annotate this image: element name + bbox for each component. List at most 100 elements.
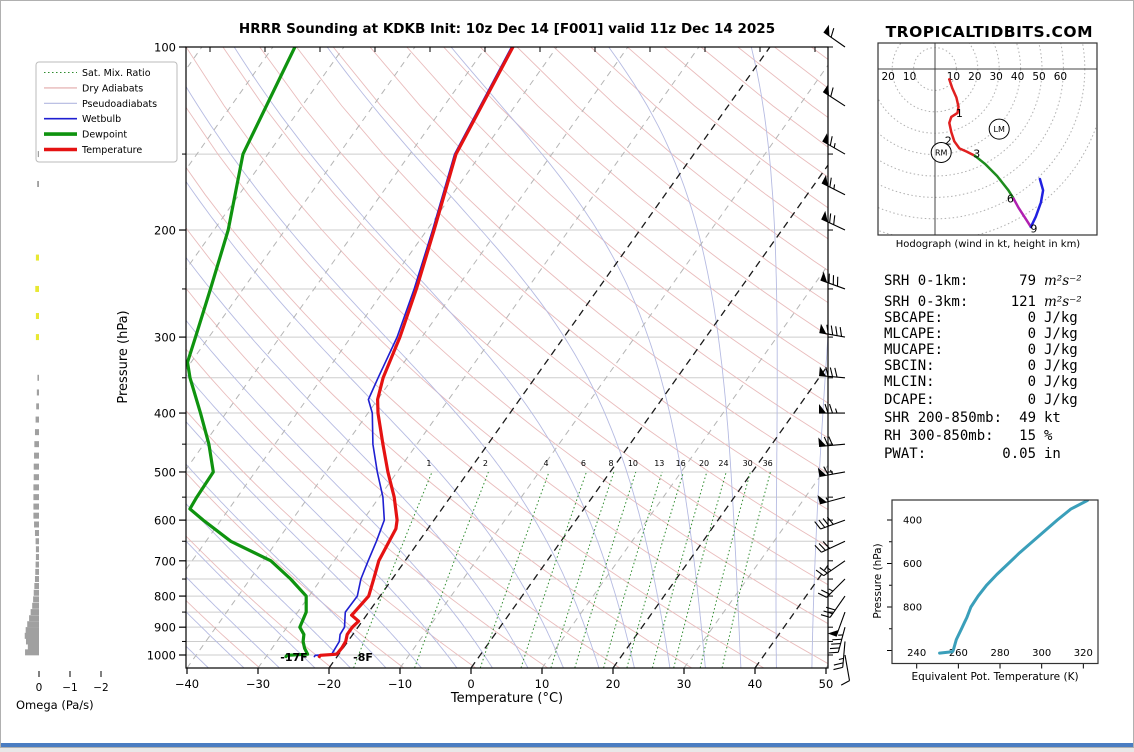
omega-bar-highlight: [36, 313, 39, 319]
theta-e-curve-group: [940, 500, 1088, 653]
page-title: HRRR Sounding at KDKB Init: 10z Dec 14 […: [239, 21, 775, 37]
omega-bar: [36, 546, 39, 552]
wind-barb-full: [816, 570, 824, 576]
omega-bar: [36, 562, 39, 568]
wind-barb: [841, 655, 849, 685]
mixing-ratio-label: 30: [743, 459, 753, 468]
hodograph-ring-label: 50: [1032, 71, 1045, 83]
theta-e-x-tick-label: 240: [907, 648, 926, 659]
pressure-tick-label: 600: [154, 514, 176, 528]
index-unit: J/kg: [1044, 392, 1078, 408]
wind-barb-full: [830, 367, 832, 376]
mixing-ratio-line: [722, 472, 770, 668]
isotherm-line: [187, 47, 628, 668]
index-unit: m²s⁻²: [1044, 294, 1082, 310]
index-value: 49: [1019, 410, 1036, 426]
mixing-ratio-line: [674, 472, 727, 668]
hodograph-trace-segment: [1014, 199, 1031, 227]
omega-bar: [33, 596, 39, 602]
omega-bar: [29, 615, 39, 621]
mixing-ratio-label: 20: [699, 459, 709, 468]
plot-border: [186, 47, 828, 668]
wind-barb: [821, 211, 845, 230]
index-label: MLCIN:: [884, 374, 935, 390]
wind-barb-full: [815, 522, 821, 529]
wind-barb: [818, 437, 845, 447]
pseudoadiabat-line: [609, 47, 741, 668]
mixing-ratio-label: 1: [426, 459, 431, 468]
wind-barb: [816, 561, 845, 576]
wind-barb-full: [832, 639, 841, 640]
wind-barb-full: [821, 615, 830, 618]
index-value: 0: [1028, 310, 1036, 326]
hodograph-caption: Hodograph (wind in kt, height in km): [896, 239, 1081, 250]
omega-tick-label: 0: [36, 682, 43, 694]
wind-barb-full: [829, 652, 838, 653]
omega-bar: [37, 181, 39, 187]
wind-barb-half: [834, 184, 835, 189]
omega-bar: [28, 644, 39, 650]
hodograph-ring-label: 20: [968, 71, 981, 83]
mixing-ratio-line: [604, 472, 663, 668]
surface-temperature-label: -8F: [353, 651, 373, 664]
index-value: 0.05: [1002, 446, 1036, 462]
index-value: 15: [1019, 428, 1036, 444]
wind-barb-full: [841, 681, 849, 686]
wind-barb-half: [834, 143, 835, 148]
mixing-ratio-label: 6: [581, 459, 586, 468]
mixing-ratio-label: 4: [543, 459, 548, 468]
wind-barb-full: [823, 542, 830, 549]
index-unit: J/kg: [1044, 374, 1078, 390]
hodograph-height-label: 6: [1007, 193, 1014, 206]
wind-barb: [819, 367, 845, 378]
index-value: 0: [1028, 374, 1036, 390]
wind-barb: [822, 133, 845, 154]
omega-bar: [34, 583, 39, 589]
index-label: PWAT:: [884, 446, 926, 462]
wind-barb-pennant: [821, 211, 827, 222]
temperature-curve: [319, 47, 513, 657]
omega-bar: [27, 621, 39, 627]
omega-bar: [37, 375, 39, 381]
storm-motion-marker-label: RM: [935, 148, 948, 157]
omega-bar: [34, 521, 39, 527]
pressure-tick-label: 700: [154, 554, 176, 568]
wind-barb-full: [830, 213, 831, 222]
theta-e-y-tick-label: 600: [903, 559, 922, 570]
mixing-ratio-label: 13: [654, 459, 664, 468]
mixing-ratio-label: 36: [763, 459, 773, 468]
mixing-ratio-label: 2: [483, 459, 488, 468]
wind-barb: [828, 612, 845, 636]
pseudoadiabat-line: [0, 47, 31, 668]
omega-panel: 0−1−2: [25, 151, 109, 694]
wind-barb-full: [830, 178, 831, 187]
wind-barb-staff: [843, 641, 845, 667]
isotherm-line: [329, 47, 770, 668]
wind-barb-full: [834, 215, 835, 224]
dry-adiabat-line: [333, 47, 1134, 668]
omega-bar-highlight: [35, 286, 39, 292]
theta-e-y-tick-label: 800: [903, 603, 922, 614]
wind-barb-staff: [845, 655, 850, 681]
mixing-ratio-line: [415, 472, 489, 668]
wind-barb-full: [819, 520, 825, 527]
hodograph-height-label: 3: [973, 148, 980, 161]
mixing-ratio-label: 8: [608, 459, 613, 468]
wind-barb: [821, 272, 845, 289]
storm-motion-marker-label: LM: [994, 125, 1005, 134]
wind-barb: [823, 84, 845, 106]
index-label: DCAPE:: [884, 392, 935, 408]
temperature-tick-label: 20: [606, 677, 621, 691]
wind-barb-full: [834, 667, 843, 669]
omega-bar: [34, 474, 39, 480]
dry-adiabat-line: [149, 47, 835, 668]
wind-barb-full: [836, 326, 837, 335]
pressure-tick-label: 200: [154, 224, 176, 238]
wind-barb-column: [815, 25, 850, 685]
temperature-tick-label: 30: [677, 677, 692, 691]
pressure-tick-label: 1000: [147, 649, 176, 663]
mixing-ratio-label: 10: [628, 459, 638, 468]
